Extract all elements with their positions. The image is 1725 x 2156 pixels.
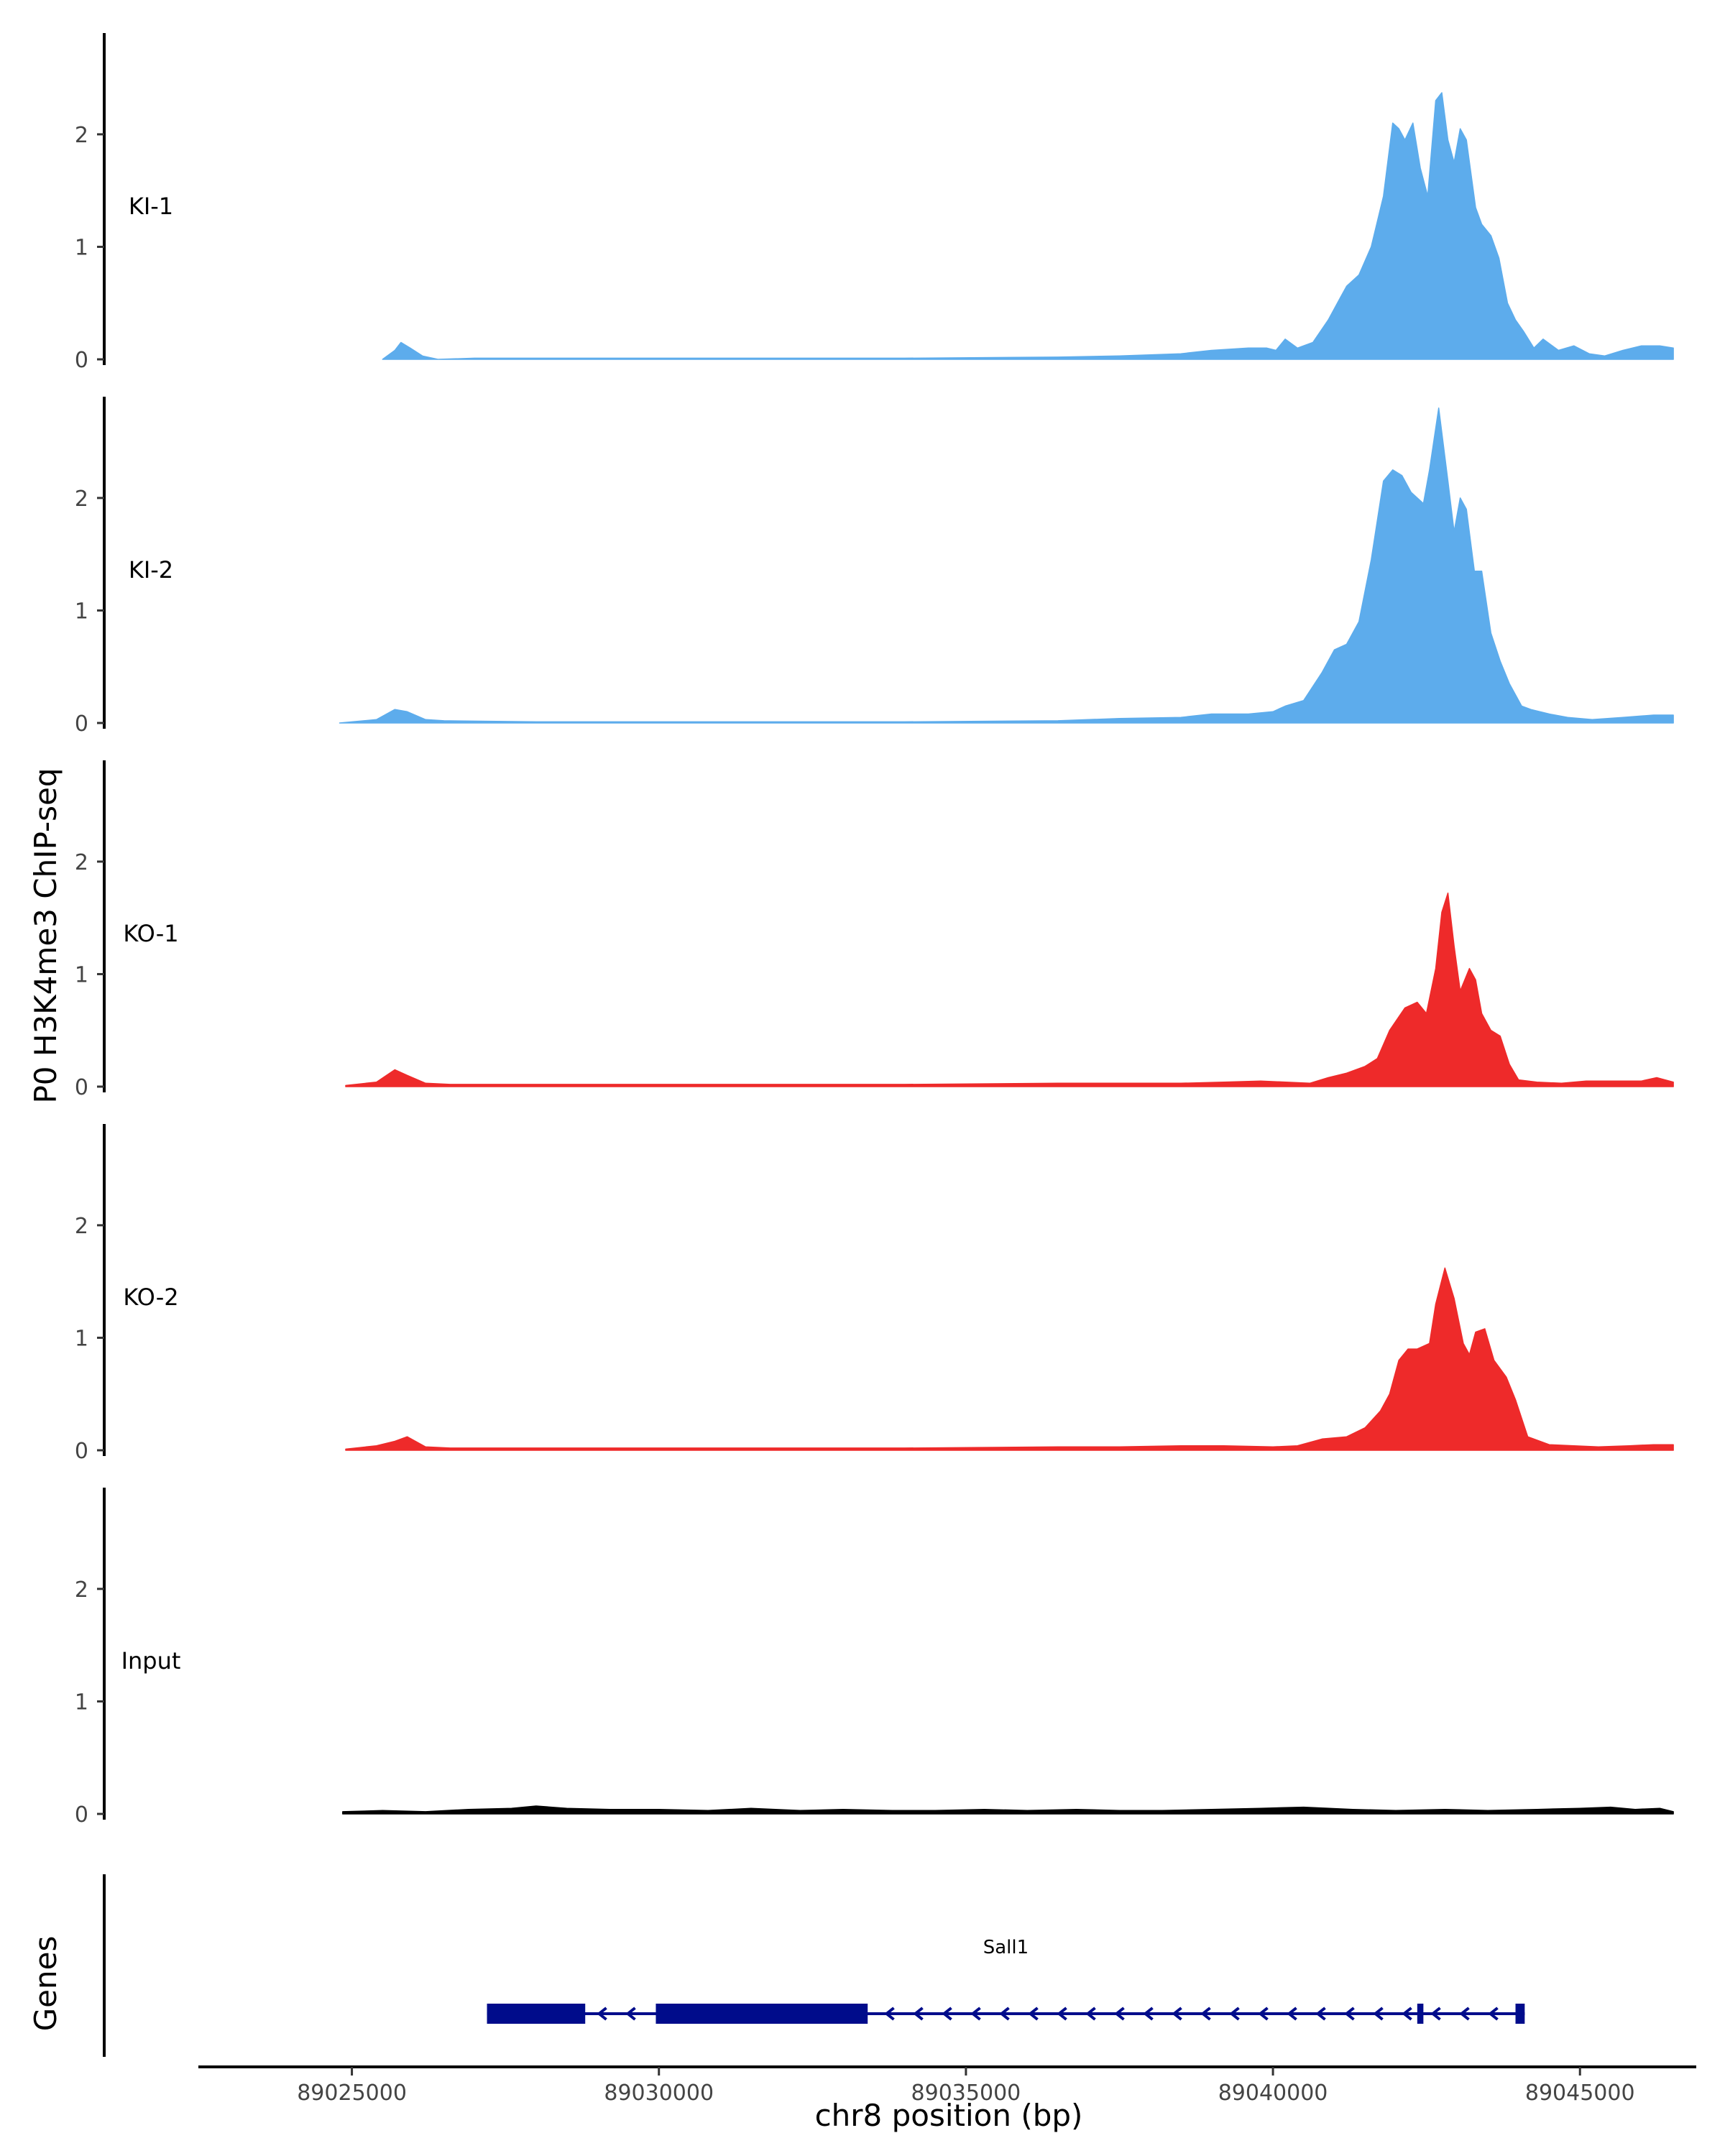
track-ko-2: 0 1 2 KO-2: [75, 1124, 1674, 1464]
y-tick-label: 0: [75, 1439, 88, 1464]
coverage-area-ki-1: [382, 92, 1674, 360]
strand-arrow: [597, 2007, 607, 2021]
track-label: KI-2: [129, 556, 173, 584]
x-tick-label: 89040000: [1218, 2081, 1328, 2106]
gene-exon: [656, 2004, 868, 2024]
x-tick-label: 89045000: [1525, 2081, 1635, 2106]
y-tick-label: 1: [75, 599, 88, 624]
y-tick-label: 0: [75, 1802, 88, 1828]
strand-arrow: [1459, 2007, 1470, 2021]
gene-exon: [1515, 2004, 1525, 2024]
strand-arrow: [1229, 2007, 1240, 2021]
strand-arrow: [1143, 2007, 1154, 2021]
track-label: KO-1: [123, 920, 178, 947]
y-axis-title: P0 H3K4me3 ChIP-seq: [28, 768, 63, 1103]
strand-arrow: [1114, 2007, 1125, 2021]
track-ki-2: 0 1 2 KI-2: [75, 397, 1674, 737]
x-tick-label: 89030000: [604, 2081, 714, 2106]
y-tick-label: 1: [75, 1326, 88, 1351]
strand-arrow: [913, 2007, 924, 2021]
y-tick-label: 1: [75, 1690, 88, 1715]
x-tick-label: 89025000: [297, 2081, 407, 2106]
track-ki-1: 0 1 2 KI-1: [75, 33, 1674, 373]
strand-arrow: [1488, 2007, 1499, 2021]
y-tick-label: 2: [75, 123, 88, 148]
x-tick-label: 89035000: [911, 2081, 1021, 2106]
y-tick-label: 0: [75, 711, 88, 737]
y-tick-label: 2: [75, 1577, 88, 1603]
y-tick-label: 2: [75, 1214, 88, 1239]
track-ko-1: 0 1 2 KO-1: [75, 760, 1674, 1100]
gene-name-label: Sall1: [983, 1937, 1029, 1958]
track-label: KO-2: [123, 1284, 178, 1311]
y-tick-label: 0: [75, 1075, 88, 1100]
gene-exon: [487, 2004, 586, 2024]
x-axis-title: chr8 position (bp): [815, 2098, 1083, 2133]
strand-arrow: [1258, 2007, 1269, 2021]
gene-exon: [1417, 2004, 1424, 2024]
coverage-area-ko-2: [345, 1267, 1674, 1451]
strand-arrow: [625, 2007, 636, 2021]
strand-arrow: [1315, 2007, 1326, 2021]
y-tick-label: 1: [75, 962, 88, 987]
coverage-area-input: [342, 1805, 1674, 1815]
y-tick-label: 0: [75, 348, 88, 373]
strand-arrow: [1344, 2007, 1355, 2021]
strand-arrow: [942, 2007, 952, 2021]
y-tick-label: 1: [75, 235, 88, 260]
strand-arrow: [1200, 2007, 1211, 2021]
strand-arrow: [1085, 2007, 1096, 2021]
strand-arrow: [1287, 2007, 1297, 2021]
strand-arrow: [1373, 2007, 1384, 2021]
strand-arrow: [970, 2007, 981, 2021]
strand-arrow: [999, 2007, 1010, 2021]
gene-track: Sall1: [103, 1874, 1525, 2057]
coverage-area-ko-1: [345, 892, 1674, 1087]
y-tick-label: 2: [75, 850, 88, 875]
strand-arrow: [884, 2007, 895, 2021]
track-label: KI-1: [129, 193, 173, 220]
strand-arrow: [1057, 2007, 1067, 2021]
track-input: 0 1 2 Input: [75, 1488, 1674, 1828]
gene-track-title: Genes: [28, 1936, 63, 2032]
y-tick-label: 2: [75, 487, 88, 512]
strand-arrow: [1028, 2007, 1039, 2021]
coverage-area-ki-2: [339, 407, 1674, 724]
strand-arrow: [1402, 2007, 1412, 2021]
strand-arrow: [1172, 2007, 1182, 2021]
track-label: Input: [121, 1647, 181, 1674]
x-axis: 89025000 89030000 89035000 89040000 89045000: [198, 2065, 1696, 2106]
tracks-layer: 0 1 2 KI-1 0 1 2 KI-2 0 1 2 KO-1 0 1 2 KO-2 0 1 2 Input: [75, 33, 1674, 1828]
strand-arrow: [1430, 2007, 1441, 2021]
